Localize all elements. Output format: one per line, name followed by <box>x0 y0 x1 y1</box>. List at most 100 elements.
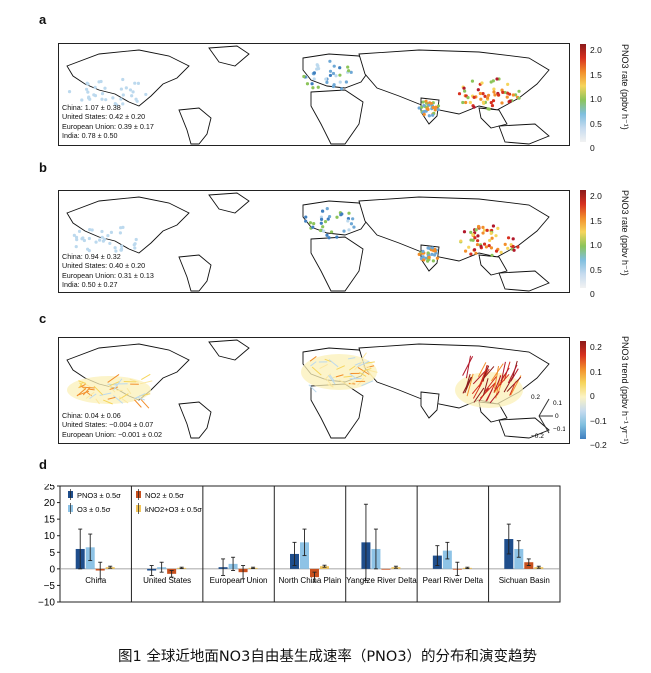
eu-site-marker <box>328 59 332 63</box>
category-label: Pearl River Delta <box>423 576 484 585</box>
eu-site-marker <box>302 74 306 79</box>
china-site-marker <box>468 100 472 105</box>
eu-site-marker <box>349 70 353 74</box>
india-site-marker <box>417 106 421 110</box>
trend-vector <box>348 380 356 386</box>
y-tick-label: 25 <box>44 484 56 493</box>
us-site-marker <box>100 229 104 234</box>
trend-vector <box>134 392 146 400</box>
stat-china: China: 0.04 ± 0.06 <box>62 411 121 420</box>
trend-vector <box>361 352 367 359</box>
trend-vector <box>95 398 100 405</box>
china-site-marker <box>497 93 501 97</box>
india-outline <box>420 391 440 419</box>
trend-vector <box>83 382 91 388</box>
china-site-marker <box>461 100 465 105</box>
india-site-marker <box>431 113 435 117</box>
china-site-marker <box>481 225 485 229</box>
us-site-marker <box>119 226 123 230</box>
trend-vector <box>99 392 112 397</box>
y-tick-label: 15 <box>44 515 56 526</box>
eu-site-marker <box>347 211 351 215</box>
trend-vector <box>500 367 510 382</box>
china-site-marker <box>490 236 494 240</box>
asia-outline <box>358 49 550 115</box>
trend-vector <box>139 380 153 385</box>
world-map-a <box>66 45 550 145</box>
trend-vector <box>356 360 370 368</box>
trend-vector <box>361 380 374 387</box>
china-site-marker <box>506 82 510 86</box>
trend-vector <box>103 399 113 405</box>
world-map-b <box>66 192 550 292</box>
china-site-marker <box>481 92 485 96</box>
trend-vector <box>478 365 489 388</box>
eu-site-marker <box>327 214 332 219</box>
trend-vector <box>366 369 378 373</box>
india-site-marker <box>431 259 435 263</box>
trend-vector <box>491 363 504 382</box>
china-site-marker <box>494 249 499 253</box>
china-site-marker <box>462 230 467 234</box>
eu-site-marker <box>312 77 316 81</box>
us-site-marker <box>115 103 119 107</box>
us-site-marker <box>119 97 123 101</box>
us-site-marker <box>84 87 89 91</box>
china-site-marker <box>474 228 478 232</box>
china-site-marker <box>487 107 491 111</box>
china-site-marker <box>469 230 473 234</box>
india-site-marker <box>427 114 431 118</box>
india-site-marker <box>422 112 426 116</box>
colorbar-b <box>580 190 586 288</box>
eu-site-marker <box>321 225 325 229</box>
india-site-marker <box>422 104 426 108</box>
australia-outline <box>498 417 550 439</box>
eu-site-marker <box>312 222 316 226</box>
china-site-marker <box>482 242 487 246</box>
us-site-marker <box>121 102 125 106</box>
tick: 0.5 <box>590 264 602 275</box>
us-site-marker <box>136 81 141 85</box>
china-site-marker <box>508 99 512 103</box>
category-label: China <box>85 576 106 585</box>
trend-vector <box>500 361 506 386</box>
greenland-outline <box>208 45 250 67</box>
us-site-marker <box>85 81 89 85</box>
tick: 1.5 <box>590 69 602 80</box>
eu-site-marker <box>304 215 308 219</box>
tick: 2.0 <box>590 45 602 55</box>
figure-caption: 图1 全球近地面NO3自由基生成速率（PNO3）的分布和演变趋势 <box>118 649 538 665</box>
se-asia-outline <box>478 107 508 129</box>
china-site-marker <box>476 239 480 243</box>
trend-vector <box>126 387 132 395</box>
eu-site-marker <box>335 215 339 219</box>
china-site-marker <box>495 77 499 81</box>
china-site-marker <box>516 245 520 249</box>
china-site-marker <box>472 105 476 109</box>
trend-vector <box>137 396 145 401</box>
china-site-marker <box>469 252 473 256</box>
trend-vector <box>326 379 334 387</box>
us-site-marker <box>90 228 94 232</box>
trend-vector <box>82 387 91 396</box>
eu-site-marker <box>311 225 315 229</box>
trend-vector <box>485 388 494 402</box>
stats-panel-c: China: 0.04 ± 0.06 United States: −0.004… <box>62 411 162 439</box>
india-site-marker <box>426 246 430 250</box>
category-label: United States <box>143 576 191 585</box>
stat-eu: European Union: −0.001 ± 0.02 <box>62 429 163 439</box>
trend-vector <box>107 396 116 400</box>
stat-india: India: 0.78 ± 0.50 <box>62 131 118 141</box>
eu-site-marker <box>342 229 346 233</box>
china-site-marker <box>517 89 521 93</box>
china-site-marker <box>491 224 496 228</box>
us-site-marker <box>86 247 90 251</box>
trend-vector <box>343 375 353 378</box>
china-site-marker <box>464 100 468 105</box>
trend-vector <box>364 361 375 364</box>
china-site-marker <box>462 86 466 90</box>
trend-vector <box>483 366 495 379</box>
eu-site-marker <box>352 225 356 229</box>
eu-site-marker <box>328 73 333 78</box>
china-site-marker <box>513 93 518 97</box>
